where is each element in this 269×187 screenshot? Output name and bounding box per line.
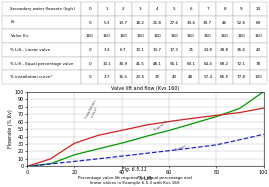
Text: Linear: Linear (174, 144, 187, 152)
Text: Equal %: Equal % (154, 119, 169, 131)
Title: Valve lift and flow (Kvs 160): Valve lift and flow (Kvs 160) (111, 85, 179, 91)
X-axis label: % Lift: % Lift (138, 176, 152, 181)
Text: Fig. 6.5.11: Fig. 6.5.11 (122, 168, 147, 172)
Text: Percentage valve lift required for equal percentage and
linear valves in Example: Percentage valve lift required for equal… (78, 176, 191, 185)
Y-axis label: Flowrate (% Kv): Flowrate (% Kv) (8, 110, 13, 148)
Text: Installation
curve*: Installation curve* (84, 99, 102, 122)
